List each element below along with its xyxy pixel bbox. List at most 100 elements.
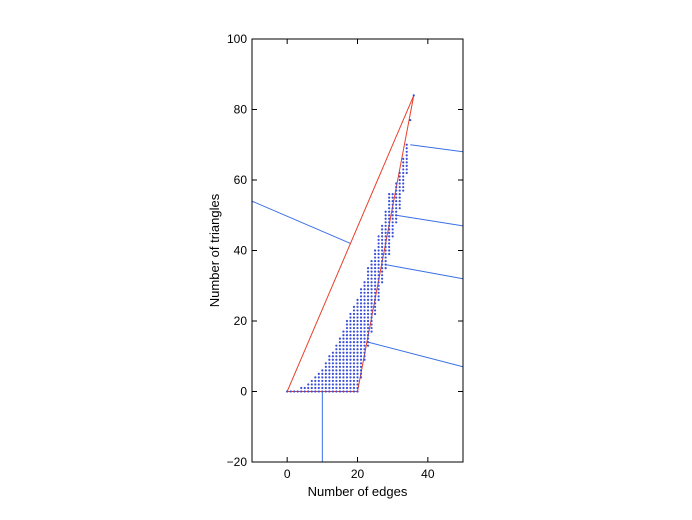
data-point	[345, 351, 349, 354]
data-point	[373, 274, 377, 277]
data-point	[366, 298, 370, 301]
data-point	[373, 288, 377, 291]
data-point	[373, 259, 377, 263]
data-point	[405, 147, 408, 150]
data-point	[359, 341, 363, 344]
data-point	[370, 316, 373, 319]
data-point	[342, 390, 345, 393]
data-point	[356, 372, 359, 375]
data-point	[356, 379, 359, 383]
data-point	[384, 235, 387, 238]
data-point	[359, 348, 363, 351]
data-point	[370, 288, 373, 291]
data-point	[359, 372, 363, 375]
data-point	[352, 316, 356, 319]
data-point	[310, 390, 313, 393]
data-point	[373, 302, 377, 305]
data-point	[345, 337, 349, 340]
data-point	[370, 277, 373, 280]
data-point	[366, 326, 370, 330]
data-point	[388, 224, 391, 227]
data-point	[324, 369, 327, 372]
data-point	[345, 390, 349, 393]
data-point	[342, 355, 345, 358]
data-point	[314, 390, 317, 393]
data-point	[349, 390, 352, 393]
data-point	[352, 330, 356, 333]
data-point	[370, 284, 373, 287]
data-point	[342, 362, 345, 365]
data-point	[356, 309, 359, 312]
data-point	[391, 210, 394, 213]
data-point	[314, 376, 317, 379]
data-point	[363, 298, 366, 301]
data-point	[398, 196, 401, 199]
data-point	[321, 372, 324, 375]
data-points	[286, 94, 415, 393]
data-point	[331, 376, 334, 379]
data-point	[398, 203, 401, 206]
data-point	[402, 182, 405, 185]
y-tick-label: 40	[234, 244, 248, 258]
data-point	[335, 372, 338, 375]
data-point	[345, 326, 349, 330]
data-point	[395, 203, 398, 206]
data-point	[349, 319, 352, 323]
data-point	[366, 330, 370, 333]
data-point	[373, 298, 377, 301]
data-point	[363, 291, 366, 294]
data-point	[342, 379, 345, 383]
x-tick-label: 40	[421, 467, 435, 481]
data-point	[356, 358, 359, 361]
data-point	[391, 221, 394, 224]
data-point	[391, 203, 394, 206]
data-point	[314, 386, 317, 390]
data-point	[377, 259, 380, 263]
data-point	[405, 143, 408, 146]
x-axis-label: Number of edges	[308, 484, 408, 499]
data-point	[342, 334, 345, 337]
data-point	[377, 252, 380, 256]
data-point	[366, 316, 370, 319]
data-point	[338, 358, 342, 361]
data-point	[388, 193, 391, 196]
data-point	[405, 171, 408, 175]
data-point	[363, 302, 366, 305]
data-point	[398, 193, 401, 196]
data-point	[391, 200, 394, 203]
data-point	[363, 326, 366, 330]
data-point	[342, 348, 345, 351]
data-point	[370, 263, 373, 266]
data-point	[300, 386, 303, 390]
data-point	[370, 312, 373, 316]
data-point	[335, 386, 338, 390]
data-point	[307, 383, 310, 386]
data-point	[363, 348, 366, 351]
data-point	[359, 302, 363, 305]
data-point	[370, 305, 373, 308]
data-point	[356, 319, 359, 323]
data-point	[381, 231, 384, 234]
data-point	[388, 238, 391, 242]
data-point	[377, 288, 380, 291]
data-point	[342, 337, 345, 340]
data-point	[373, 270, 377, 273]
data-point	[377, 274, 380, 277]
data-point	[359, 305, 363, 308]
data-point	[395, 196, 398, 199]
data-point	[388, 231, 391, 234]
plot-area	[252, 94, 463, 462]
data-point	[345, 379, 349, 383]
data-point	[356, 316, 359, 319]
data-point	[349, 358, 352, 361]
data-point	[377, 235, 380, 238]
data-point	[345, 341, 349, 344]
data-point	[345, 355, 349, 358]
data-point	[338, 337, 342, 340]
data-point	[381, 274, 384, 277]
data-point	[317, 372, 320, 375]
data-point	[352, 390, 356, 393]
data-point	[384, 214, 387, 217]
data-point	[324, 383, 327, 386]
data-point	[381, 238, 384, 242]
